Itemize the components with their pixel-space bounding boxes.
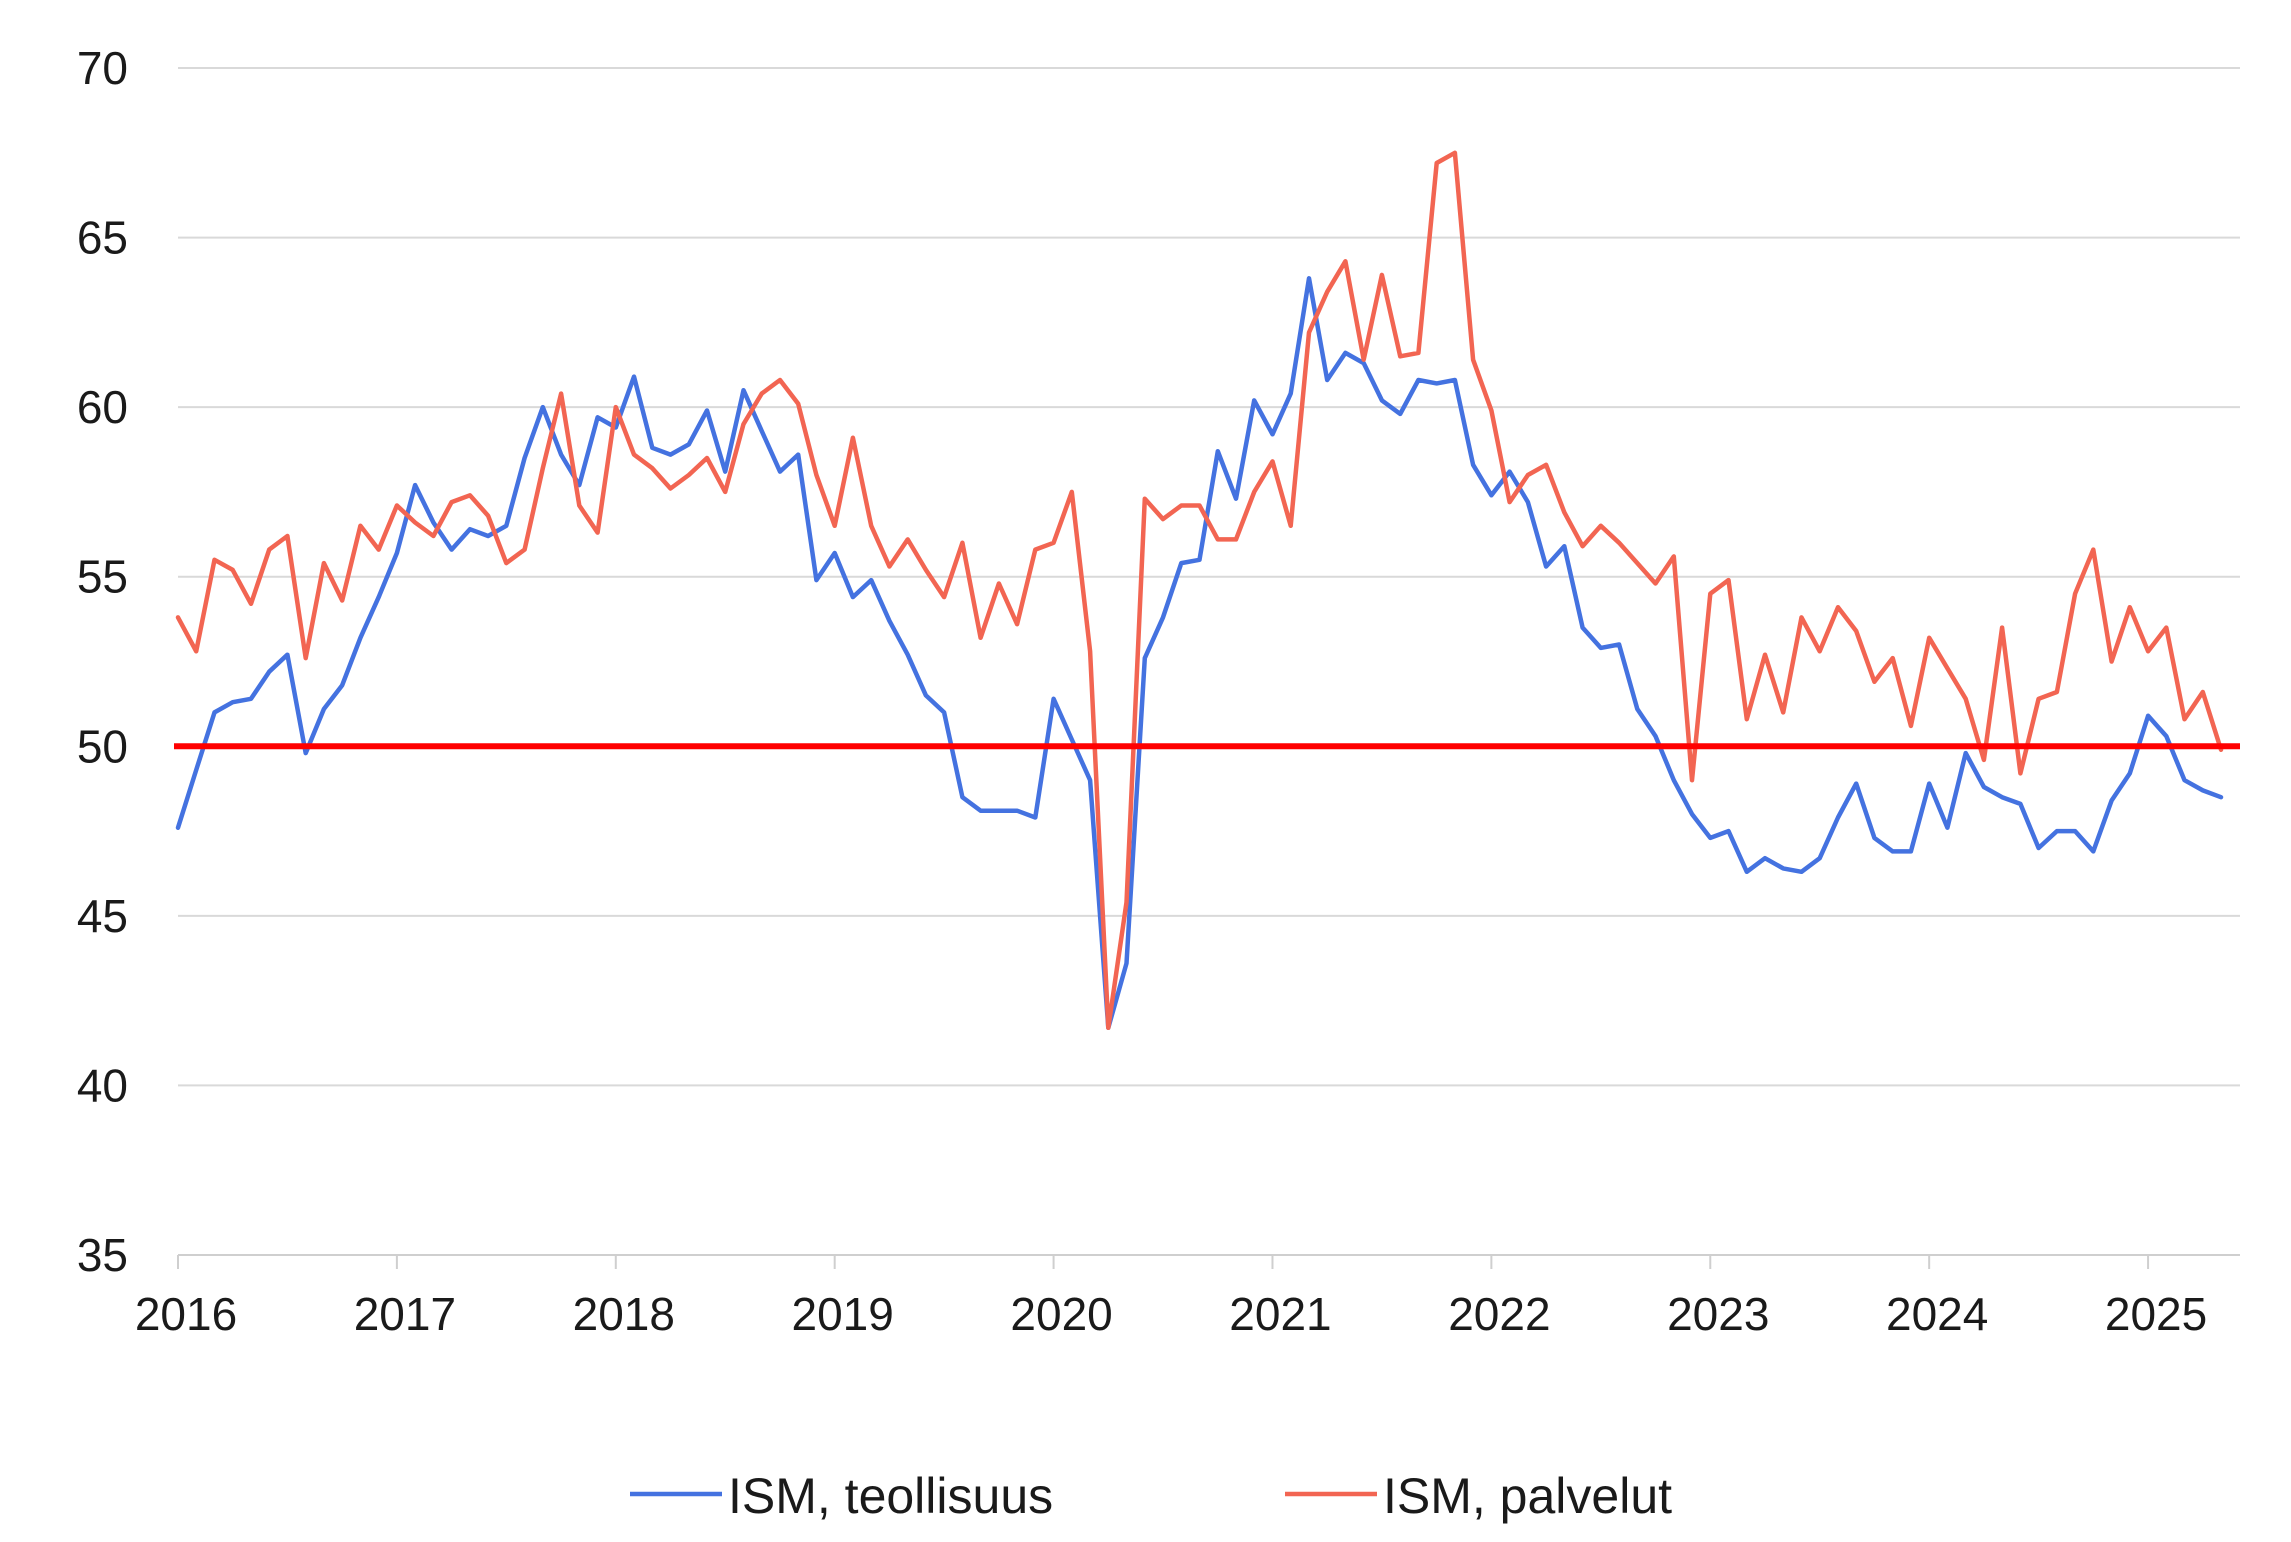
legend-label-2: ISM, palvelut [1383,1468,1672,1524]
y-axis-tick-labels: 35 40 45 50 55 60 65 70 [77,42,128,1281]
series-line-2 [175,150,2224,1031]
y-tick-label: 50 [77,720,128,772]
x-tick-label: 2021 [1229,1288,1331,1340]
gridlines [178,67,2240,1256]
x-tick-label: 2020 [1010,1288,1112,1340]
series-line-1 [175,276,2224,1031]
y-tick-label: 35 [77,1229,128,1281]
y-tick-label: 60 [77,381,128,433]
series-lines [174,150,2240,1031]
y-tick-label: 70 [77,42,128,94]
x-axis: 2016 2017 2018 2019 2020 2021 2022 2023 2024 2025 [135,1255,2207,1340]
x-tick-label: 2018 [573,1288,675,1340]
legend: ISM, teollisuus ISM, palvelut [630,1468,1672,1524]
x-tick-label: 2025 [2105,1288,2207,1340]
y-tick-label: 45 [77,890,128,942]
x-tick-label: 2022 [1448,1288,1550,1340]
x-tick-label: 2024 [1886,1288,1988,1340]
y-tick-label: 40 [77,1059,128,1111]
y-tick-label: 65 [77,212,128,264]
x-tick-label: 2023 [1667,1288,1769,1340]
x-tick-label: 2019 [792,1288,894,1340]
x-tick-label: 2017 [354,1288,456,1340]
y-tick-label: 55 [77,551,128,603]
x-tick-label: 2016 [135,1288,237,1340]
legend-label-1: ISM, teollisuus [728,1468,1053,1524]
